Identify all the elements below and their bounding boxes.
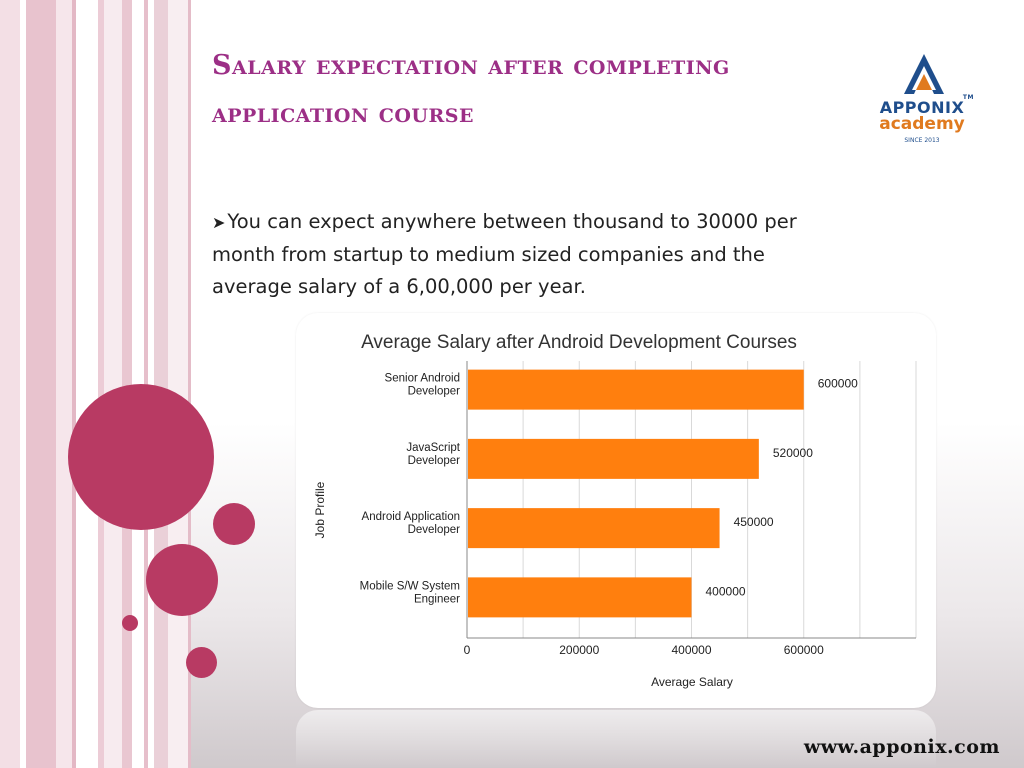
y-tick-label: Engineer (414, 593, 460, 605)
chart-title: Average Salary after Android Development… (361, 332, 797, 353)
bar (468, 577, 692, 618)
bar-chart: Average Salary after Android Development… (313, 332, 917, 689)
bar (468, 438, 759, 479)
logo-since: SINCE 2013 (904, 137, 940, 144)
apponix-logo-icon (904, 54, 944, 94)
y-tick-label: Mobile S/W System (360, 580, 460, 592)
logo-tm: TM (962, 94, 974, 101)
slide-title: Salary expectation after completing appl… (212, 50, 730, 129)
y-tick-label: JavaScript (406, 442, 460, 454)
bar (468, 369, 804, 410)
data-label: 400000 (706, 584, 746, 598)
stripe (104, 0, 122, 768)
stripe (0, 0, 20, 768)
arrow-bullet-icon: ➤ (212, 213, 226, 232)
stripe (56, 0, 72, 768)
decorative-circle (186, 647, 217, 678)
y-axis-label: Job Profile (313, 481, 327, 538)
bullet-text: You can expect anywhere between thousand… (212, 210, 797, 298)
stripe (122, 0, 132, 768)
y-tick-label: Developer (408, 524, 461, 536)
y-tick-label: Android Application (362, 511, 460, 523)
y-tick-label: Developer (408, 455, 461, 467)
website-url: www.apponix.com (803, 736, 1000, 758)
decorative-circle-large (68, 384, 214, 530)
left-stripes (0, 0, 195, 768)
logo-wordmark: APPONIX TM academy SINCE 2013 (866, 94, 978, 144)
logo-subtitle: academy (879, 114, 965, 134)
x-tick-label: 400000 (671, 643, 711, 657)
stripe (154, 0, 168, 768)
stripe (188, 0, 191, 768)
y-tick-label: Senior Android (385, 373, 460, 385)
stripe (20, 0, 26, 768)
chart-reflection (296, 710, 936, 768)
logo-name-text: APPONIX (879, 98, 965, 117)
data-label: 520000 (773, 446, 813, 460)
bars (468, 369, 804, 618)
bullet-point: ➤ You can expect anywhere between thousan… (212, 206, 812, 303)
x-tick-label: 600000 (784, 643, 824, 657)
x-tick-label: 0 (464, 643, 471, 657)
chart-card: Average Salary after Android Development… (296, 313, 936, 708)
x-axis-label: Average Salary (651, 675, 733, 689)
x-tick-label: 200000 (559, 643, 599, 657)
data-label: 450000 (734, 515, 774, 529)
y-tick-label: Developer (408, 386, 461, 398)
decorative-circle (146, 544, 218, 616)
bar (468, 508, 720, 549)
stripe (72, 0, 76, 768)
stripe (98, 0, 104, 768)
decorative-circle-small (122, 615, 138, 631)
data-label: 600000 (818, 377, 858, 391)
stripe (26, 0, 56, 768)
logo-name: APPONIX TM (866, 94, 978, 117)
stripe (76, 0, 98, 768)
decorative-circle (213, 503, 255, 545)
stripe (168, 0, 188, 768)
